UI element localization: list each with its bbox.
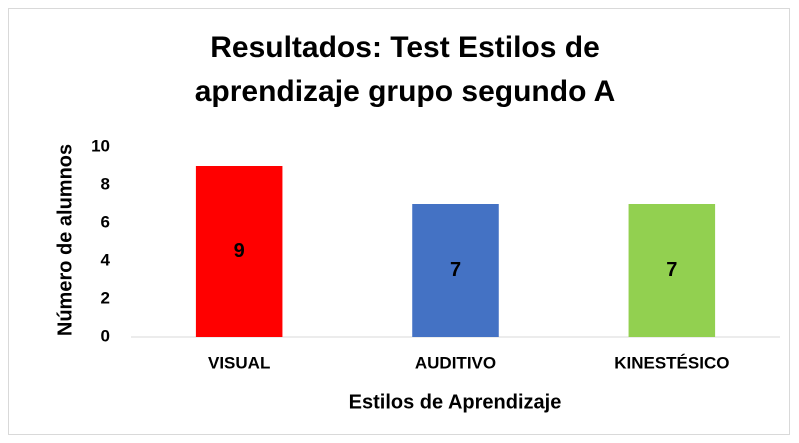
y-tick-label: 4 bbox=[101, 250, 111, 269]
y-tick-label: 6 bbox=[101, 212, 110, 231]
data-label: 7 bbox=[450, 259, 461, 281]
y-axis-label: Número de alumnos bbox=[54, 144, 76, 336]
data-label: 9 bbox=[234, 240, 245, 262]
x-axis-label: Estilos de Aprendizaje bbox=[349, 391, 562, 413]
y-tick-label: 10 bbox=[91, 136, 110, 155]
x-tick-label: KINESTÉSICO bbox=[614, 353, 729, 372]
data-label: 7 bbox=[666, 259, 677, 281]
y-tick-label: 8 bbox=[101, 174, 110, 193]
x-tick-label: VISUAL bbox=[208, 353, 270, 372]
bar bbox=[195, 166, 283, 337]
bar bbox=[412, 204, 499, 337]
bar bbox=[628, 204, 716, 337]
y-tick-label: 2 bbox=[101, 288, 110, 307]
chart-title: Resultados: Test Estilos de aprendizaje … bbox=[194, 31, 616, 108]
y-tick-label: 0 bbox=[101, 326, 110, 345]
x-tick-label: AUDITIVO bbox=[415, 353, 496, 372]
